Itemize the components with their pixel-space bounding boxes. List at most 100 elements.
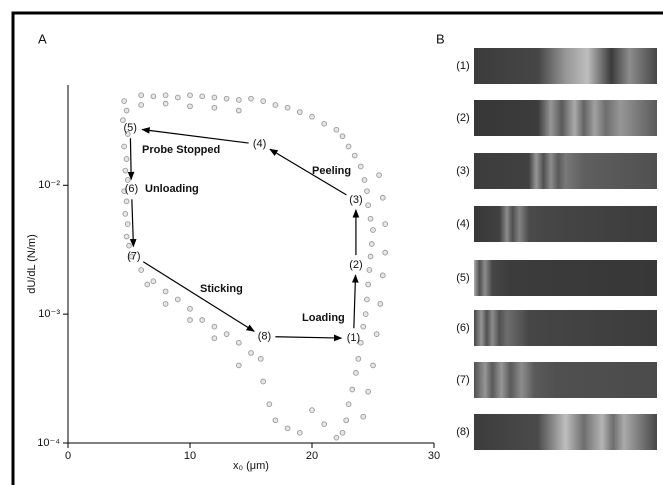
point (376, 172, 382, 178)
point (223, 331, 230, 337)
point (122, 167, 129, 174)
point (199, 317, 206, 323)
point (357, 339, 364, 346)
point (360, 323, 367, 330)
point (296, 109, 303, 115)
arrow (141, 127, 249, 144)
point (333, 126, 340, 133)
point (367, 215, 374, 222)
point (124, 177, 131, 183)
strip-label: (7) (456, 374, 469, 386)
keypoint-label: (3) (349, 194, 362, 206)
point (138, 267, 145, 273)
point (365, 388, 371, 395)
point (361, 177, 368, 183)
arrow (351, 274, 359, 329)
image-strips: (1) (2) (3) (4) (5) (6) (7) (8) (456, 48, 657, 450)
x-axis-label: x₀ (μm) (233, 460, 269, 472)
point (162, 92, 169, 99)
point (199, 93, 206, 100)
point (309, 113, 315, 120)
point (235, 339, 242, 346)
image-strip (474, 260, 657, 296)
image-strip (474, 310, 657, 346)
keypoint-label: (7) (127, 250, 140, 262)
point (379, 194, 386, 201)
keypoint-label: (5) (123, 122, 136, 134)
panel-label: B (436, 31, 445, 46)
point (138, 92, 145, 99)
point (353, 370, 359, 376)
image-strip (474, 414, 657, 450)
point (373, 331, 380, 337)
point (120, 117, 126, 124)
point (382, 249, 389, 256)
point (248, 350, 254, 356)
point (321, 120, 328, 127)
point (355, 355, 362, 362)
point (284, 104, 291, 111)
point (377, 301, 384, 307)
keypoint-label: (6) (125, 183, 138, 195)
point (367, 253, 374, 260)
strip-label: (6) (456, 322, 469, 334)
phase-label: Sticking (200, 283, 243, 295)
point (343, 417, 350, 424)
point (364, 296, 370, 303)
image-strip (474, 153, 657, 189)
phase-label: Loading (302, 312, 345, 324)
point (345, 401, 352, 408)
point (121, 143, 127, 150)
point (211, 94, 218, 101)
point (211, 104, 218, 111)
point (266, 401, 273, 408)
image-strip (474, 48, 657, 84)
point (235, 362, 242, 369)
point (248, 95, 254, 102)
point (123, 233, 130, 240)
point (121, 188, 127, 195)
x-tick-label: 10 (184, 450, 196, 462)
arrow (142, 261, 255, 332)
strip-label: (8) (456, 426, 469, 438)
point (284, 425, 291, 432)
image-strip (474, 362, 657, 398)
point (187, 305, 193, 312)
point (144, 281, 151, 288)
keypoint-label: (4) (253, 138, 266, 150)
frame (11, 11, 663, 490)
point (126, 242, 132, 249)
point (223, 95, 230, 102)
strip-label: (1) (456, 60, 469, 72)
point (382, 221, 389, 227)
point (357, 163, 364, 170)
image-strip (474, 206, 657, 242)
point (309, 407, 315, 413)
point (123, 156, 130, 162)
point (122, 211, 129, 217)
point (138, 102, 145, 108)
point (339, 429, 346, 436)
point (368, 241, 375, 247)
point (370, 362, 376, 369)
point (364, 188, 370, 195)
point (162, 301, 169, 307)
point (370, 227, 376, 233)
point (211, 323, 218, 330)
y-axis-label: dU/dL (N/m) (26, 234, 38, 294)
y-tick-label: 10⁻⁴ (37, 437, 60, 449)
point (333, 434, 340, 441)
image-strip (474, 100, 657, 136)
phase-label: Peeling (312, 165, 351, 177)
strip-label: (3) (456, 165, 469, 177)
point (260, 378, 267, 385)
point (351, 152, 358, 159)
x-tick-label: 30 (428, 450, 440, 462)
point (379, 272, 386, 279)
point (360, 413, 367, 420)
point (187, 92, 193, 99)
phase-label: Probe Stopped (142, 144, 220, 156)
point (123, 107, 130, 114)
point (187, 317, 193, 323)
